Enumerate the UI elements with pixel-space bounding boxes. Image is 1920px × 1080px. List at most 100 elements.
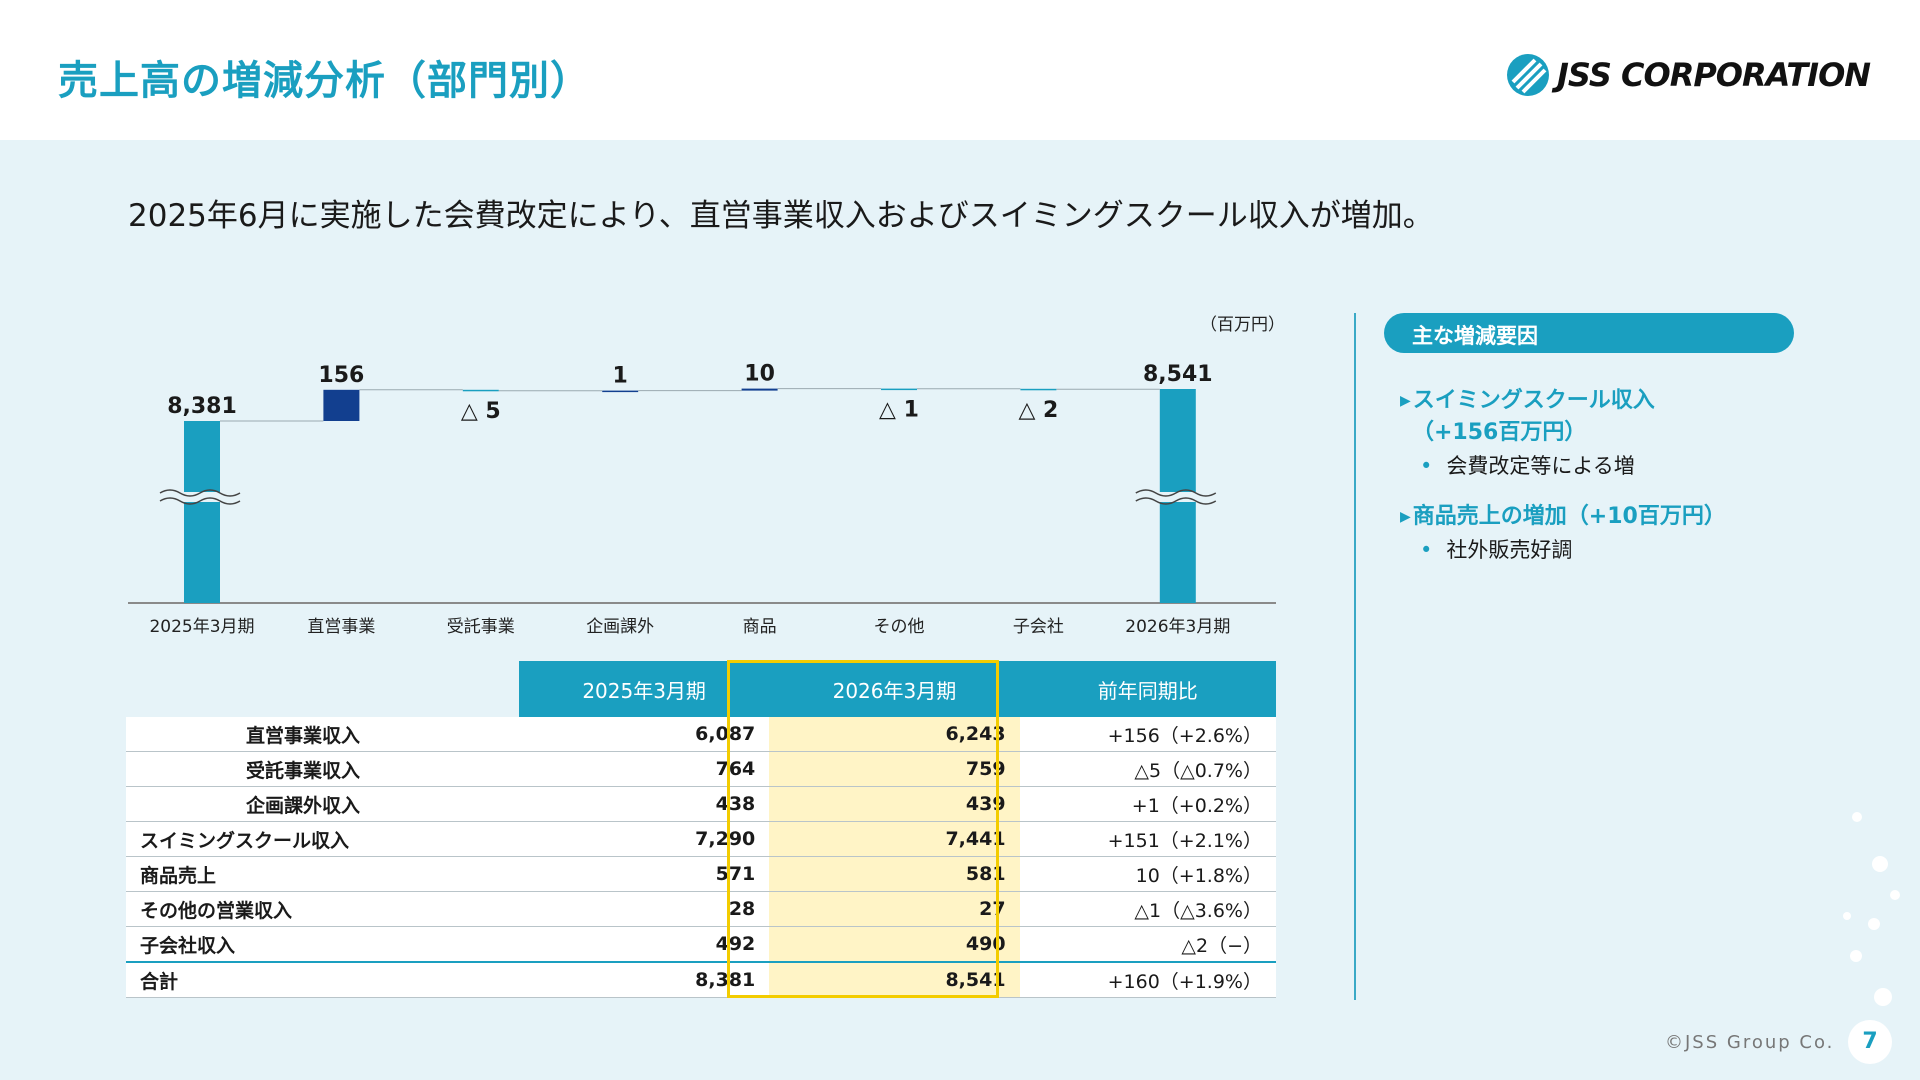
copyright: ©JSS Group Co. (1665, 1032, 1835, 1053)
data-label: △ 2 (1018, 398, 1058, 423)
cell-2025: 7,290 (518, 821, 770, 857)
data-label: △ 1 (879, 398, 919, 423)
cell-2026: 7,441 (769, 821, 1020, 857)
axis-break-gap (1147, 492, 1208, 502)
row-label: 合計 (126, 961, 519, 998)
data-label: △ 5 (461, 399, 501, 424)
factor-1-detail: 会費改定等による増 (1446, 454, 1635, 478)
page-number: 7 (1848, 1020, 1892, 1064)
cell-2025: 764 (518, 751, 770, 787)
category-label: その他 (874, 617, 925, 637)
cell-change: △1（△3.6%） (1019, 891, 1276, 927)
cell-change: △5（△0.7%） (1019, 751, 1276, 787)
cell-change: 10（+1.8%） (1019, 856, 1276, 892)
cell-2026: 759 (769, 751, 1020, 787)
row-label: その他の営業収入 (126, 891, 519, 927)
row-label: 商品売上 (126, 856, 519, 892)
table-row: 子会社収入 492 490 △2（−） (126, 926, 1276, 963)
logo-mark-icon (1507, 54, 1549, 96)
bar-2 (462, 389, 499, 392)
decor-dot (1843, 912, 1851, 920)
table-row: 企画課外収入 438 439 +1（+0.2%） (126, 786, 1276, 822)
cell-2025: 8,381 (518, 961, 770, 998)
waterfall-chart: 8,381 2025年3月期 156 直営事業 △ 5 受託事業 1 企画課外 10 商品 △ 1 そ… (128, 362, 1276, 637)
factor-item-1: ▶スイミングスクール収入 （+156百万円） • 会費改定等による増 (1400, 382, 1655, 480)
bar-6 (1020, 388, 1057, 391)
cell-2025: 571 (518, 856, 770, 892)
bullet-icon: • (1420, 454, 1433, 478)
row-label: 子会社収入 (126, 926, 519, 963)
table-row: その他の営業収入 28 27 △1（△3.6%） (126, 891, 1276, 927)
cell-2025: 6,087 (518, 717, 770, 752)
row-label: 企画課外収入 (126, 786, 519, 822)
cell-2026: 6,243 (769, 717, 1020, 752)
row-label: 受託事業収入 (126, 751, 519, 787)
bar-0 (184, 421, 220, 603)
revenue-table: 2025年3月期 2026年3月期 前年同期比 直営事業収入 6,087 6,243… (126, 661, 1276, 998)
axis-break-icon (1135, 497, 1217, 505)
factor-1-amount: （+156百万円） (1412, 420, 1587, 445)
data-label: 156 (318, 363, 364, 388)
cell-2025: 28 (518, 891, 770, 927)
data-label: 8,541 (1143, 362, 1213, 387)
decor-dot (1874, 988, 1892, 1006)
data-label: 10 (744, 362, 775, 387)
decor-dot (1850, 950, 1862, 962)
table-header-2026: 2026年3月期 (769, 661, 1020, 717)
factor-item-2: ▶商品売上の増加（+10百万円） • 社外販売好調 (1400, 498, 1726, 564)
header-bar: 売上高の増減分析（部門別） JSS CORPORATION (0, 0, 1920, 140)
cell-change: +156（+2.6%） (1019, 717, 1276, 752)
data-label: 1 (613, 364, 628, 389)
decor-dot (1872, 856, 1888, 872)
table-header-row: 2025年3月期 2026年3月期 前年同期比 (126, 661, 1276, 717)
table-header-blank (126, 661, 519, 717)
category-label: 2025年3月期 (149, 617, 254, 637)
factor-2-detail: 社外販売好調 (1446, 538, 1573, 562)
triangle-right-icon: ▶ (1400, 509, 1411, 525)
axis-break-icon (159, 497, 241, 505)
cell-2026: 581 (769, 856, 1020, 892)
data-label: 8,381 (167, 394, 237, 419)
category-label: 商品 (743, 617, 777, 637)
cell-change: +151（+2.1%） (1019, 821, 1276, 857)
category-label: 企画課外 (586, 617, 654, 637)
axis-break-icon (159, 489, 241, 497)
bar-1 (323, 389, 360, 421)
bar-4 (741, 388, 778, 391)
page-title: 売上高の増減分析（部門別） (58, 58, 591, 104)
category-label: 直営事業 (307, 617, 375, 637)
table-row: 商品売上 571 581 10（+1.8%） (126, 856, 1276, 892)
decor-dot (1890, 890, 1900, 900)
axis-break-gap (172, 492, 232, 502)
category-label: 受託事業 (447, 617, 515, 637)
category-label: 2026年3月期 (1125, 617, 1230, 637)
cell-change: +160（+1.9%） (1019, 961, 1276, 998)
factor-1-head: スイミングスクール収入 (1412, 388, 1655, 413)
bullet-icon: • (1420, 538, 1433, 562)
axis-break-icon (1135, 489, 1217, 497)
cell-2025: 492 (518, 926, 770, 963)
vertical-divider (1354, 313, 1356, 1000)
table-row: 合計 8,381 8,541 +160（+1.9%） (126, 961, 1276, 998)
logo-text: JSS CORPORATION (1557, 56, 1871, 94)
row-label: 直営事業収入 (126, 717, 519, 752)
table-row: 受託事業収入 764 759 △5（△0.7%） (126, 751, 1276, 787)
table-row: スイミングスクール収入 7,290 7,441 +151（+2.1%） (126, 821, 1276, 857)
cell-change: △2（−） (1019, 926, 1276, 963)
slide-subtitle: 2025年6月に実施した会費改定により、直営事業収入およびスイミングスクール収入… (128, 198, 1434, 234)
cell-2026: 8,541 (769, 961, 1020, 998)
category-label: 子会社 (1013, 617, 1064, 637)
cell-2026: 27 (769, 891, 1020, 927)
cell-change: +1（+0.2%） (1019, 786, 1276, 822)
unit-label: （百万円） (1200, 315, 1285, 335)
cell-2026: 490 (769, 926, 1020, 963)
factors-header: 主な増減要因 (1384, 313, 1794, 353)
decor-dot (1852, 812, 1862, 822)
decor-dot (1868, 918, 1880, 930)
cell-2026: 439 (769, 786, 1020, 822)
factor-2-head: 商品売上の増加（+10百万円） (1412, 504, 1726, 529)
triangle-right-icon: ▶ (1400, 393, 1411, 409)
factors-title: 主な増減要因 (1412, 324, 1538, 348)
company-logo: JSS CORPORATION (1505, 50, 1871, 100)
bar-5 (881, 388, 917, 391)
